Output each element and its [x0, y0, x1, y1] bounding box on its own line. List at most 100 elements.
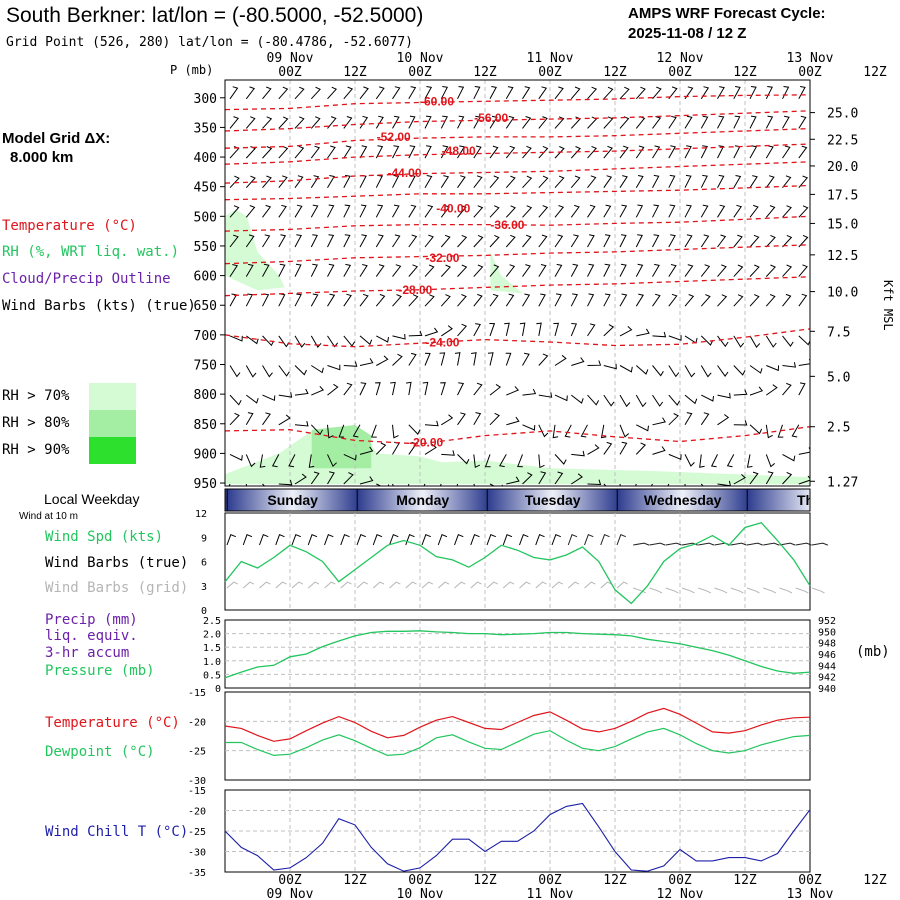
wind-barb: [749, 145, 758, 159]
wind-barb: [668, 413, 679, 426]
bottom-time-label: 12Z: [603, 873, 627, 888]
panel-frame: [224, 789, 811, 873]
wind-barb: [700, 174, 708, 188]
wind-barb: [343, 361, 358, 367]
bottom-date-label: 11 Nov: [527, 887, 574, 900]
pressure-axis-title: P (mb): [170, 63, 213, 77]
wind-barb: [619, 441, 628, 455]
wind-barb: [262, 335, 275, 347]
wind-barb: [777, 424, 784, 438]
wind-barb-true: [698, 542, 715, 546]
wind-barb: [522, 472, 533, 485]
wind-barb: [327, 424, 334, 439]
top-time-label: 12Z: [343, 65, 367, 80]
wind-barb: [310, 293, 319, 307]
wind-barb-true: [421, 534, 431, 546]
wind-barb: [765, 145, 774, 159]
wind-barb: [278, 365, 290, 377]
wind-barb: [791, 424, 800, 438]
wind-barb: [392, 204, 400, 218]
wind-barb: [308, 454, 315, 468]
wind-barb: [668, 234, 676, 248]
wind-barb: [726, 454, 735, 468]
top-time-label: 12Z: [603, 65, 627, 80]
wind-barb: [359, 382, 367, 396]
wind-barb: [554, 394, 568, 402]
wind-barb: [457, 234, 468, 248]
wind-barb-grid: [454, 581, 466, 589]
wind-barb: [457, 175, 466, 188]
height-tick-label: 1.27: [827, 475, 858, 490]
wind-barb: [635, 145, 645, 159]
wind-barb: [684, 204, 692, 218]
wind-barb: [652, 331, 667, 338]
wind-barb: [473, 175, 483, 189]
wind-barb: [765, 115, 774, 129]
wind-barb: [554, 354, 567, 366]
wind-barb-true: [551, 534, 561, 546]
legend-rh70: RH > 70%: [2, 388, 70, 404]
y-tick-label: 9: [201, 533, 207, 544]
wind-barb: [424, 175, 433, 188]
wind-barb: [327, 116, 337, 129]
wind-barb: [310, 234, 318, 248]
wind-barb: [635, 365, 649, 375]
wind-barb: [327, 234, 335, 248]
isotherm-group: [225, 94, 810, 445]
wind-barb: [489, 115, 498, 129]
wind-barb: [765, 234, 776, 248]
bottom-time-label: 00Z: [538, 873, 562, 888]
wind-barb: [700, 234, 710, 248]
wind-barb: [765, 454, 776, 468]
wind-barb: [619, 204, 628, 218]
wind-barb: [327, 175, 335, 188]
wind-barb: [375, 442, 387, 455]
wind-barb: [457, 205, 467, 218]
wind-barb: [278, 204, 287, 218]
wind-barb: [278, 414, 291, 426]
y-tick-label: 1.0: [203, 657, 221, 668]
wind-barb: [229, 234, 239, 248]
wind-barb: [359, 293, 369, 307]
wind-barb: [471, 352, 477, 366]
wind-barb: [278, 392, 293, 398]
cross-section-bg: [225, 80, 810, 486]
height-tick-label: 2.5: [827, 421, 850, 436]
wind-barb: [717, 145, 725, 159]
wind-barb: [733, 115, 741, 129]
wind-barb: [229, 205, 240, 218]
wind-barb: [554, 263, 563, 277]
wind-barb: [798, 264, 808, 277]
wind-barb: [504, 322, 510, 337]
rh70-swatch: [89, 383, 136, 410]
wind-barb: [522, 388, 537, 396]
wind-barb: [619, 263, 627, 277]
wind-barb: [766, 384, 778, 396]
wind-barb: [635, 234, 643, 248]
wind-barb: [554, 175, 565, 189]
wind-barb: [668, 335, 682, 341]
wind-barb-grid: [307, 581, 320, 589]
height-tick-label: 22.5: [827, 133, 858, 148]
wind-barb: [392, 174, 400, 188]
bottom-time-label: 00Z: [798, 873, 822, 888]
wind-barb: [375, 204, 384, 218]
y-tick-label: -20: [188, 807, 206, 818]
wind-barb: [505, 205, 516, 218]
wind-barb-true: [242, 534, 253, 546]
wind-barb: [554, 234, 564, 248]
wind-barb: [684, 174, 692, 188]
wind-barb: [733, 204, 743, 218]
pressure-tick-label: 550: [194, 240, 217, 255]
wind-barb: [424, 234, 434, 248]
wind-barb: [359, 476, 374, 485]
wind-barb: [619, 394, 631, 408]
wind-barb: [310, 471, 320, 485]
panel-frame: [224, 691, 811, 781]
wind-barb: [327, 335, 339, 348]
wind-barb: [522, 293, 531, 307]
wind-barb: [587, 479, 602, 486]
wind-barb: [294, 293, 302, 307]
wind-barb: [570, 323, 578, 337]
wind-barb: [749, 264, 760, 277]
